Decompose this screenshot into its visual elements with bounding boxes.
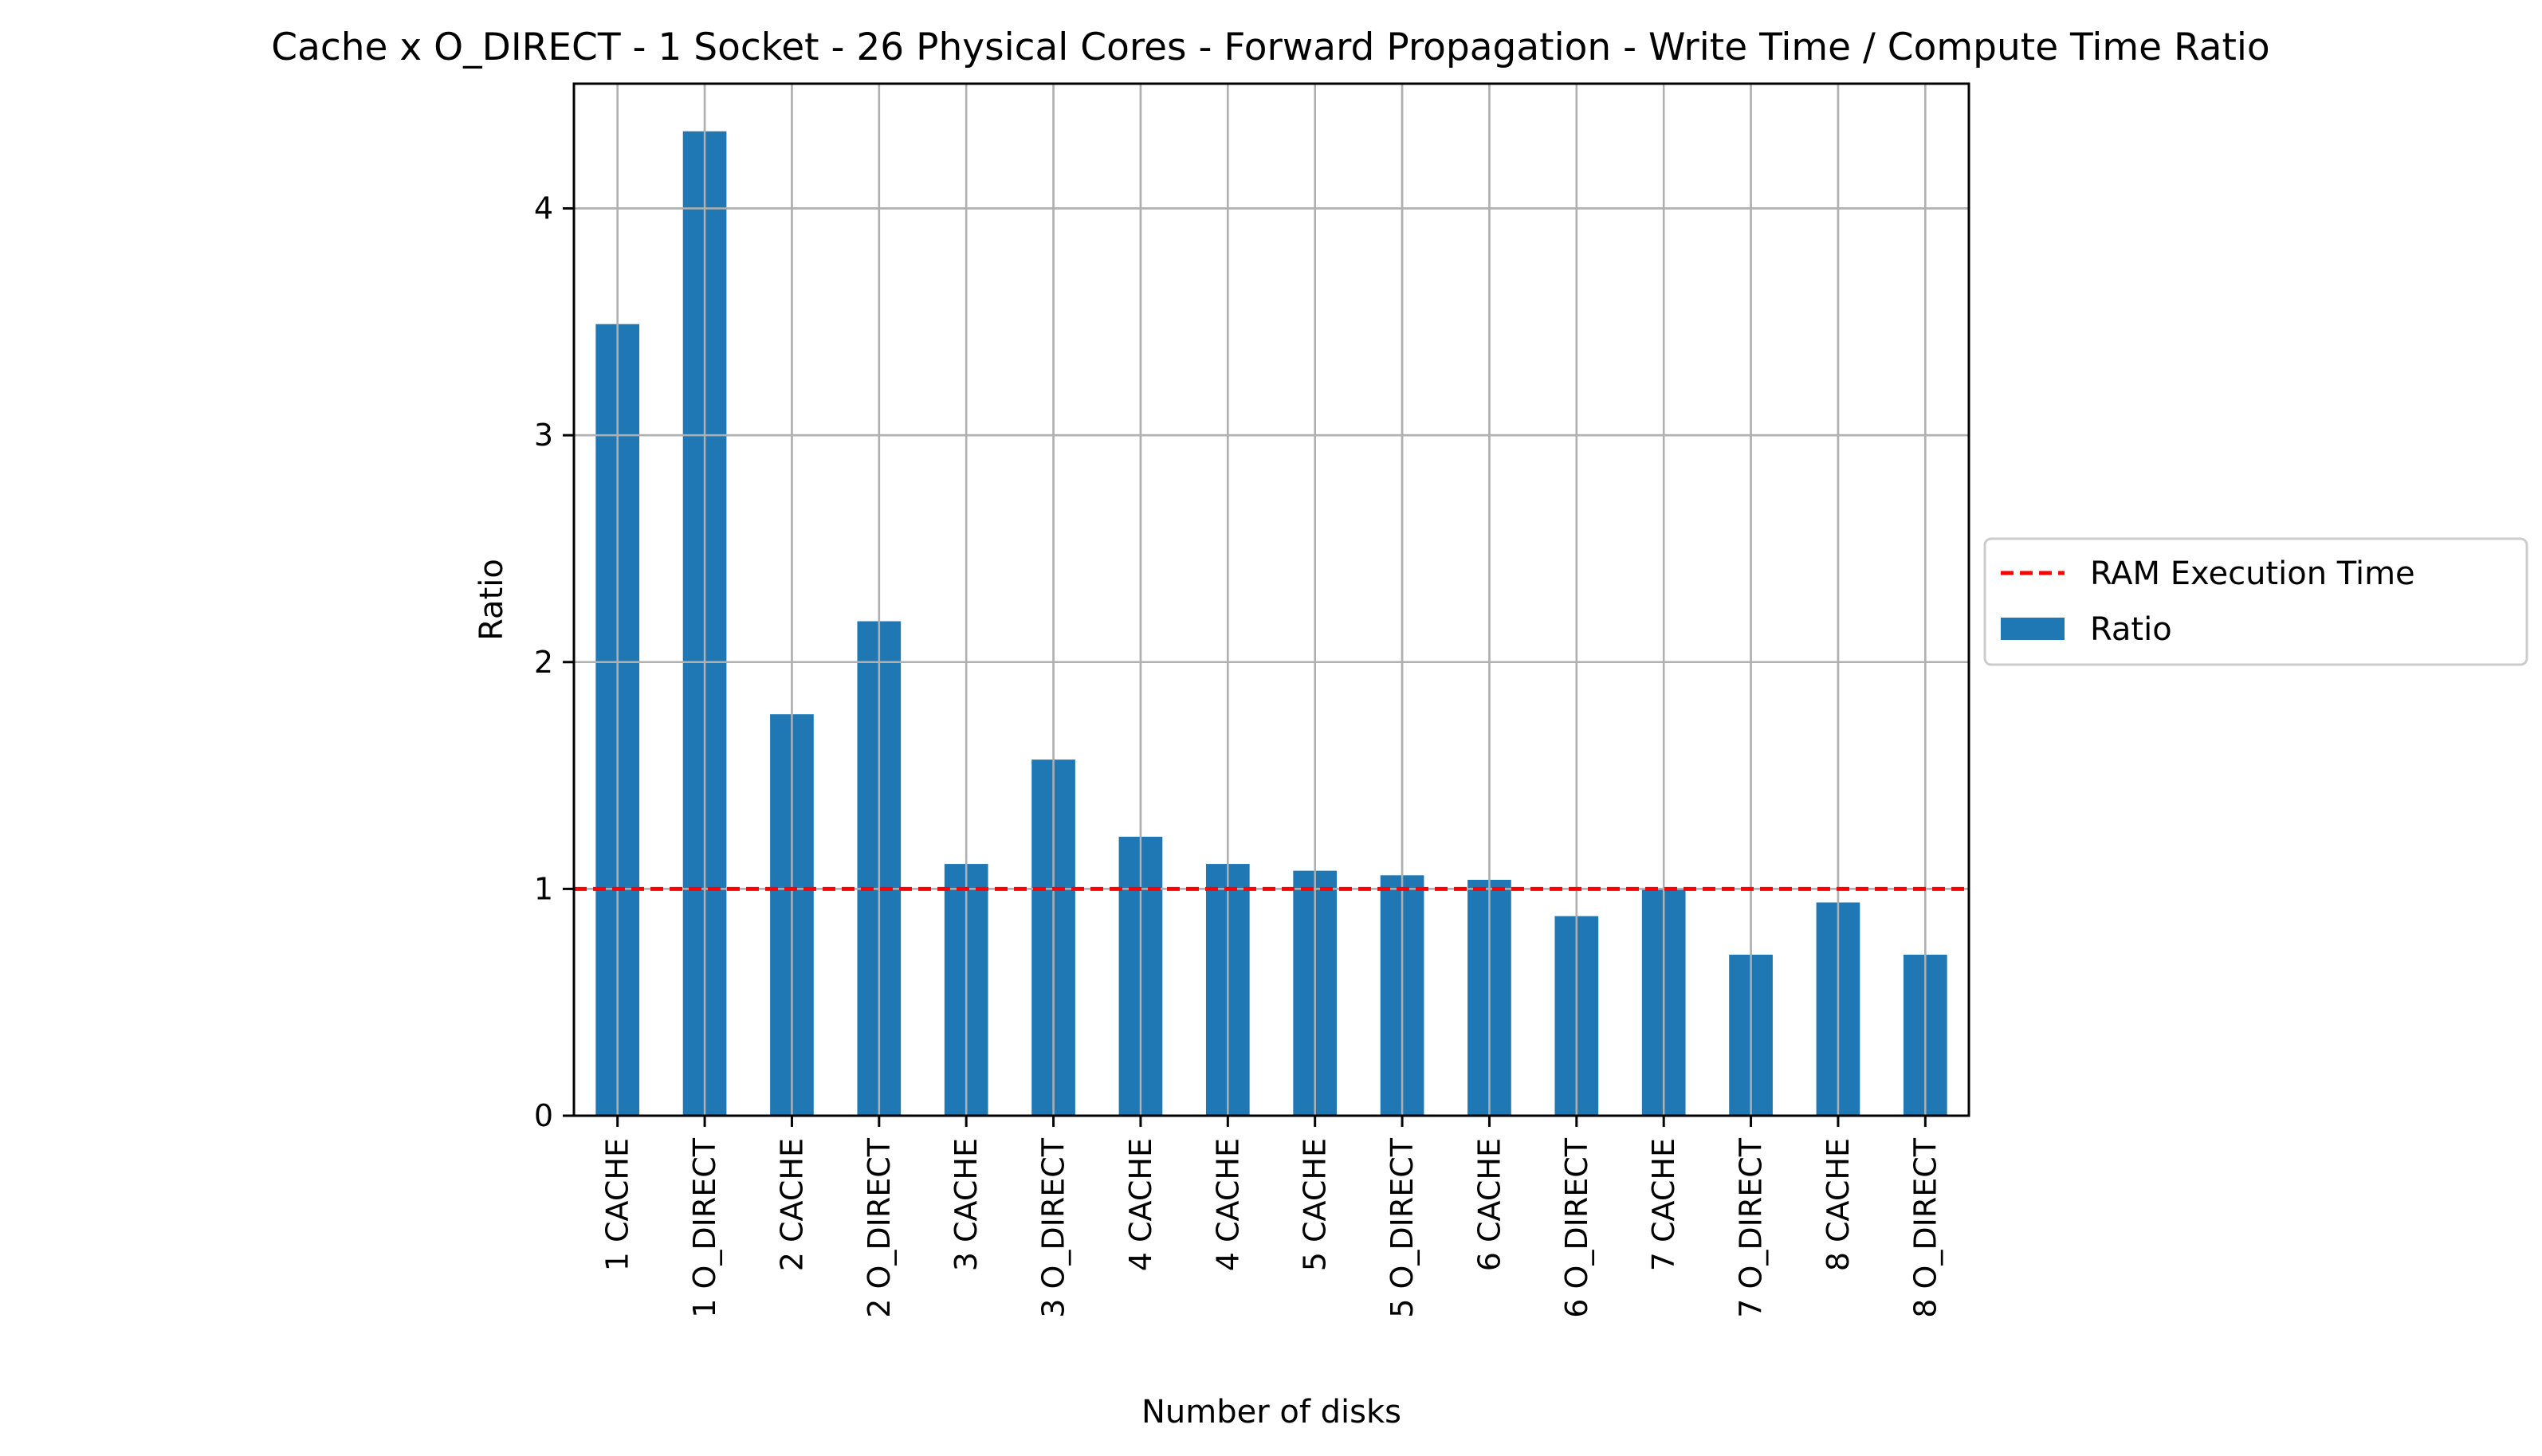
x-tick-label: 1 O_DIRECT: [687, 1137, 722, 1318]
x-tick-label: 8 O_DIRECT: [1907, 1137, 1943, 1318]
y-tick-label: 2: [534, 645, 553, 680]
chart-title: Cache x O_DIRECT - 1 Socket - 26 Physica…: [271, 26, 2269, 69]
x-tick-label: 4 CACHE: [1123, 1138, 1158, 1271]
x-tick-label: 5 CACHE: [1298, 1138, 1333, 1271]
x-tick-label: 3 O_DIRECT: [1036, 1137, 1071, 1318]
legend-ratio: Ratio: [2090, 611, 2172, 648]
legend-ratio-swatch: [2001, 618, 2065, 640]
legend: RAM Execution Time Ratio: [1983, 537, 2528, 666]
y-axis-ticks: 0 1 2 3 4: [534, 191, 574, 1133]
x-tick-label: 1 CACHE: [600, 1138, 635, 1271]
y-axis-label: Ratio: [473, 559, 510, 641]
x-tick-label: 6 O_DIRECT: [1559, 1137, 1594, 1318]
x-tick-label: 2 CACHE: [774, 1138, 809, 1271]
x-tick-label: 7 CACHE: [1646, 1138, 1681, 1271]
x-tick-label: 5 O_DIRECT: [1385, 1137, 1420, 1318]
legend-ram-execution-time: RAM Execution Time: [2090, 555, 2415, 592]
x-axis-ticks: 1 CACHE 1 O_DIRECT 2 CACHE 2 O_DIRECT 3 CACH…: [600, 1116, 1943, 1318]
y-tick-label: 1: [534, 871, 553, 906]
y-tick-label: 4: [534, 191, 553, 226]
x-axis-label: Number of disks: [1141, 1394, 1401, 1430]
bars: [574, 84, 1969, 1117]
legend-box: [1983, 537, 2528, 666]
x-tick-label: 6 CACHE: [1471, 1138, 1507, 1271]
plot-frame: [572, 82, 1970, 1117]
x-tick-label: 2 O_DIRECT: [862, 1137, 897, 1318]
y-tick-label: 3: [534, 418, 553, 453]
y-tick-label: 0: [534, 1098, 553, 1133]
x-tick-label: 3 CACHE: [949, 1138, 984, 1271]
x-tick-label: 4 CACHE: [1210, 1138, 1245, 1271]
x-tick-label: 7 O_DIRECT: [1734, 1137, 1769, 1318]
x-tick-label: 8 CACHE: [1821, 1138, 1856, 1271]
